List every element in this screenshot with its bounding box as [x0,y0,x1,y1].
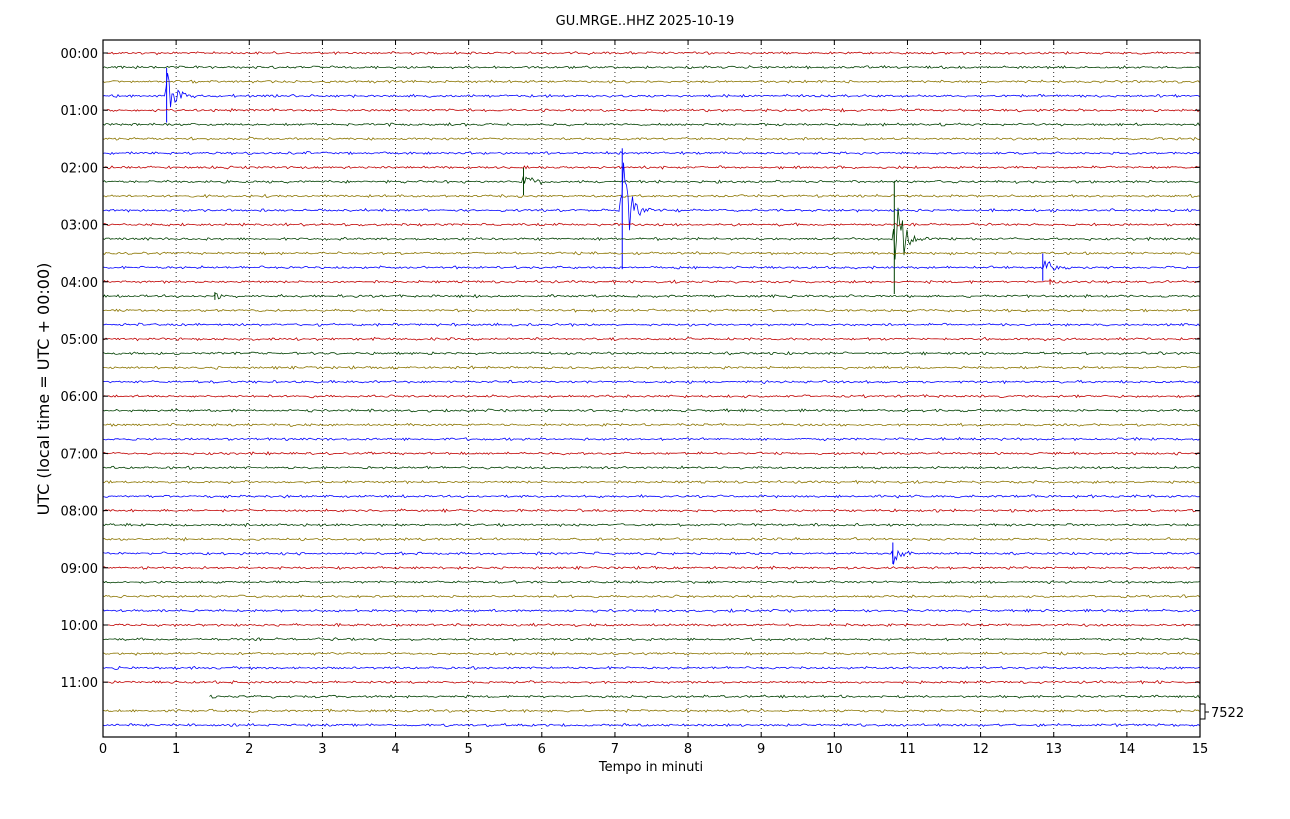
seismic-trace [102,608,1200,613]
y-axis-label: UTC (local time = UTC + 00:00) [34,263,53,516]
x-tick-label: 4 [391,742,399,757]
seismic-trace [103,422,1200,428]
seismic-trace [102,494,1200,499]
seismic-trace [102,594,1200,599]
y-tick-label: 09:00 [61,562,98,577]
seismic-trace [102,251,1200,256]
seismic-trace [102,308,1200,313]
plot-frame [102,39,1201,738]
x-axis-label: Tempo in minuti [598,760,703,775]
seismic-trace [102,394,1200,399]
seismic-trace [102,536,1200,542]
seismic-trace [102,322,1200,327]
x-tick-label: 1 [172,742,180,757]
x-tick-label: 12 [972,742,989,757]
x-tick-label: 6 [538,742,546,757]
seismic-trace [103,565,1200,571]
seismic-trace [102,73,1200,108]
seismic-trace [209,694,1200,699]
y-tick-label: 10:00 [61,619,98,634]
seismic-trace [102,708,1200,713]
x-tick-label: 7 [611,742,619,757]
y-tick-label: 07:00 [61,447,98,462]
x-tick-label: 13 [1045,742,1062,757]
seismic-trace [102,136,1200,141]
y-tick-label: 03:00 [61,219,98,234]
y-tick-label: 02:00 [61,161,98,176]
seismic-trace [102,293,1200,300]
seismic-trace [102,79,1200,84]
seismic-trace [102,465,1200,470]
seismic-trace [102,51,1200,56]
x-tick-label: 15 [1192,742,1209,757]
y-tick-label: 04:00 [61,276,98,291]
seismic-trace [102,165,1200,170]
scale-bracket [1200,703,1209,720]
x-tick-label: 3 [318,742,326,757]
y-axis-ticks: 00:00 01:00 02:00 03:00 04:00 05:00 06:00 07:00… [61,47,1200,691]
x-tick-label: 9 [757,742,765,757]
seismic-trace [102,365,1200,370]
seismic-trace [102,479,1200,485]
x-tick-label: 0 [99,742,107,757]
seismic-trace [102,637,1200,642]
seismic-trace [102,722,1200,728]
seismic-trace [102,379,1200,385]
seismic-trace [102,107,1200,113]
x-axis-ticks: 0 1 2 3 4 5 6 7 8 9 10 11 12 13 14 15 [99,40,1208,757]
seismic-trace [102,150,1200,156]
seismic-trace [102,508,1200,514]
y-tick-label: 00:00 [61,47,98,62]
seismic-trace [102,350,1200,356]
x-tick-label: 11 [899,742,916,757]
minute-grid [175,40,1128,737]
y-tick-label: 05:00 [61,333,98,348]
y-tick-label: 08:00 [61,505,98,520]
seismic-trace [102,162,1200,231]
scale-bar: 7522 [1200,703,1244,721]
seismic-trace [102,549,1200,565]
seismic-trace [102,122,1200,128]
seismic-trace [102,436,1200,442]
seismic-trace [102,65,1200,70]
seismic-traces [102,51,1200,728]
x-tick-label: 5 [465,742,473,757]
seismic-trace [102,222,1200,227]
seismic-trace [102,522,1200,528]
seismic-trace [102,580,1200,585]
seismic-trace [102,651,1200,656]
seismic-trace [102,665,1200,671]
seismic-trace [102,175,1200,185]
y-tick-label: 06:00 [61,390,98,405]
x-tick-label: 14 [1119,742,1136,757]
seismic-trace [102,408,1200,413]
y-tick-label: 11:00 [61,676,98,691]
seismic-trace [102,336,1200,342]
seismic-trace [102,193,1200,199]
seismic-trace [102,260,1200,271]
scale-label: 7522 [1211,706,1244,721]
x-tick-label: 8 [684,742,692,757]
x-tick-label: 2 [245,742,253,757]
seismic-trace [102,680,1200,685]
seismic-trace [102,279,1200,285]
x-tick-label: 10 [826,742,843,757]
seismic-trace [102,451,1200,456]
chart-title: GU.MRGE..HHZ 2025-10-19 [556,14,735,29]
seismic-trace [102,207,1200,260]
y-tick-label: 01:00 [61,104,98,119]
seismic-trace [102,622,1200,628]
